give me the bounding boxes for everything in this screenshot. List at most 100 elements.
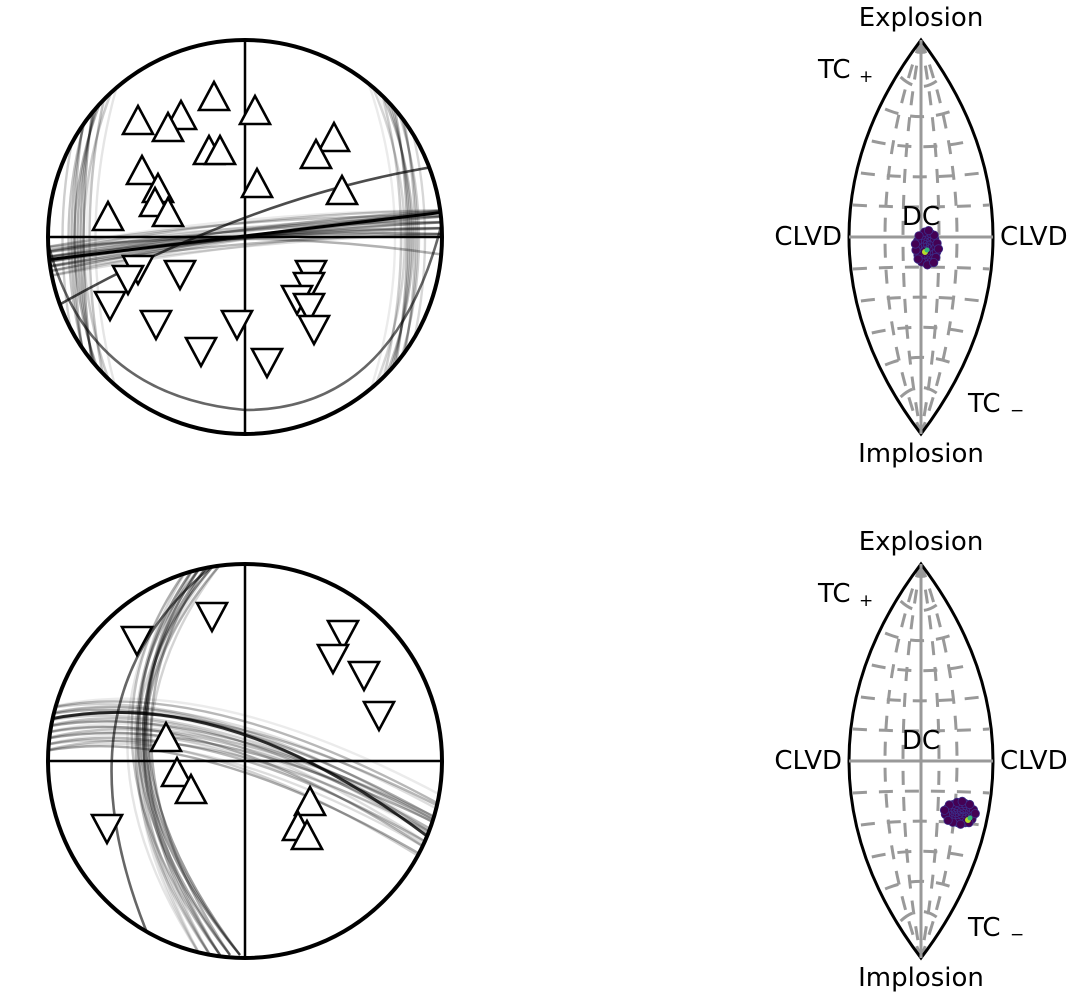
implosion-label: Implosion	[858, 439, 984, 469]
lune-grid-meridian	[883, 39, 923, 435]
lune-grid-parallel	[871, 139, 971, 149]
solution-point	[967, 815, 973, 821]
nodal-plane-arc	[130, 564, 221, 956]
solution-point	[923, 226, 934, 236]
up-polarity-triangle	[148, 720, 184, 753]
lune-grid-meridian	[901, 39, 923, 435]
nodal-plane-arc	[140, 564, 215, 956]
nodal-plane-arc	[48, 697, 442, 802]
down-polarity-triangle	[325, 619, 361, 652]
solution-point	[970, 808, 980, 819]
lune-plot-top: Explosion Implosion CLVD CLVD DC TC + TC…	[774, 3, 1067, 469]
nodal-plane-arc	[48, 731, 442, 832]
clvd-left-label: CLVD	[774, 222, 842, 252]
down-polarity-triangle	[110, 264, 146, 297]
nodal-plane-arc	[48, 744, 442, 874]
up-polarity-triangle	[90, 199, 126, 232]
nodal-plane-arc	[48, 714, 442, 834]
nodal-plane-arc	[48, 731, 442, 862]
nodal-plane-ensemble	[48, 564, 442, 956]
nodal-plane-arc	[48, 706, 442, 818]
up-polarity-triangle	[239, 166, 275, 199]
down-polarity-triangle	[138, 309, 174, 342]
down-polarity-triangle	[194, 601, 230, 634]
nodal-plane-arc	[48, 736, 442, 858]
nodal-plane-arc	[48, 700, 442, 812]
solution-point	[929, 257, 939, 268]
beachball-top	[46, 38, 444, 436]
up-polarity-triangle	[196, 79, 232, 112]
nodal-plane-arc	[143, 564, 241, 956]
nodal-plane-arc	[137, 564, 221, 956]
up-polarity-triangle	[202, 133, 238, 166]
up-polarity-triangle	[120, 103, 156, 136]
dc-label: DC	[902, 726, 940, 756]
best-nodal-plane	[48, 710, 442, 852]
down-polarity-triangle	[361, 700, 397, 733]
nodal-plane-arc	[82, 59, 127, 421]
down-polarity-triangle	[296, 314, 332, 347]
up-polarity-triangle	[289, 818, 325, 851]
clvd-left-label: CLVD	[774, 746, 842, 776]
up-polarity-triangle	[292, 784, 328, 817]
clvd-right-label: CLVD	[1000, 746, 1068, 776]
solution-point	[955, 819, 966, 829]
nodal-plane-arc	[358, 59, 407, 421]
tc-plus-label: TC	[817, 579, 851, 609]
lune-grid-meridian	[883, 563, 923, 959]
up-polarity-triangle	[237, 93, 273, 126]
down-polarity-triangle	[315, 643, 351, 676]
nodal-plane-arc	[142, 564, 221, 956]
nodal-plane-arc	[134, 564, 215, 956]
lune-grid-meridian	[901, 563, 923, 959]
down-polarity-triangle	[92, 290, 128, 323]
solution-cluster	[939, 796, 980, 829]
nodal-plane-arc	[110, 566, 211, 941]
nodal-plane-arc	[141, 564, 241, 956]
nodal-plane-arc	[48, 725, 442, 826]
nodal-plane-arc	[142, 564, 209, 956]
down-polarity-triangle	[219, 309, 255, 342]
solution-point	[943, 815, 953, 826]
beachball-bottom	[46, 562, 444, 960]
lune-plot-bottom: Explosion Implosion CLVD CLVD DC TC + TC…	[774, 527, 1067, 993]
solution-cluster	[910, 226, 944, 270]
nodal-plane-arc	[49, 163, 442, 312]
nodal-plane-arc	[94, 59, 127, 421]
nodal-plane-arc	[370, 59, 403, 421]
nodal-plane-arc	[48, 702, 442, 832]
up-polarity-triangle	[324, 173, 360, 206]
lune-grid-parallel	[899, 909, 943, 923]
lune-grid-meridian	[919, 39, 941, 435]
solution-point	[924, 247, 930, 253]
tc-plus-label: TC	[817, 55, 851, 85]
lune-grid-parallel	[871, 663, 971, 673]
nodal-plane-arc	[48, 734, 442, 848]
lune-grid-parallel	[899, 75, 943, 89]
implosion-label: Implosion	[858, 963, 984, 993]
lune-grid-meridian	[919, 563, 959, 959]
up-polarity-triangle	[173, 772, 209, 805]
solution-point	[939, 805, 950, 815]
nodal-plane-arc	[136, 564, 231, 956]
solution-point	[913, 254, 923, 264]
solution-point	[933, 244, 944, 254]
polarity-markers	[90, 79, 360, 380]
up-polarity-triangle	[150, 110, 186, 143]
lune-grid-meridian	[919, 39, 959, 435]
explosion-label: Explosion	[859, 527, 984, 557]
lune-grid-parallel	[871, 325, 971, 335]
up-polarity-triangle	[124, 153, 160, 186]
nodal-plane-arc	[85, 59, 121, 421]
dc-label: DC	[902, 202, 940, 232]
nodal-plane-arc	[48, 720, 442, 830]
nodal-plane-arc	[358, 59, 407, 421]
nodal-plane-arc	[148, 564, 221, 956]
tc-minus-label: TC	[967, 389, 1001, 419]
nodal-plane-arc	[370, 59, 403, 421]
nodal-plane-arc	[126, 564, 202, 956]
nodal-plane-arc	[48, 725, 442, 865]
down-polarity-triangle	[183, 336, 219, 369]
lune-grid-parallel	[899, 599, 943, 613]
down-polarity-triangle	[291, 292, 327, 325]
